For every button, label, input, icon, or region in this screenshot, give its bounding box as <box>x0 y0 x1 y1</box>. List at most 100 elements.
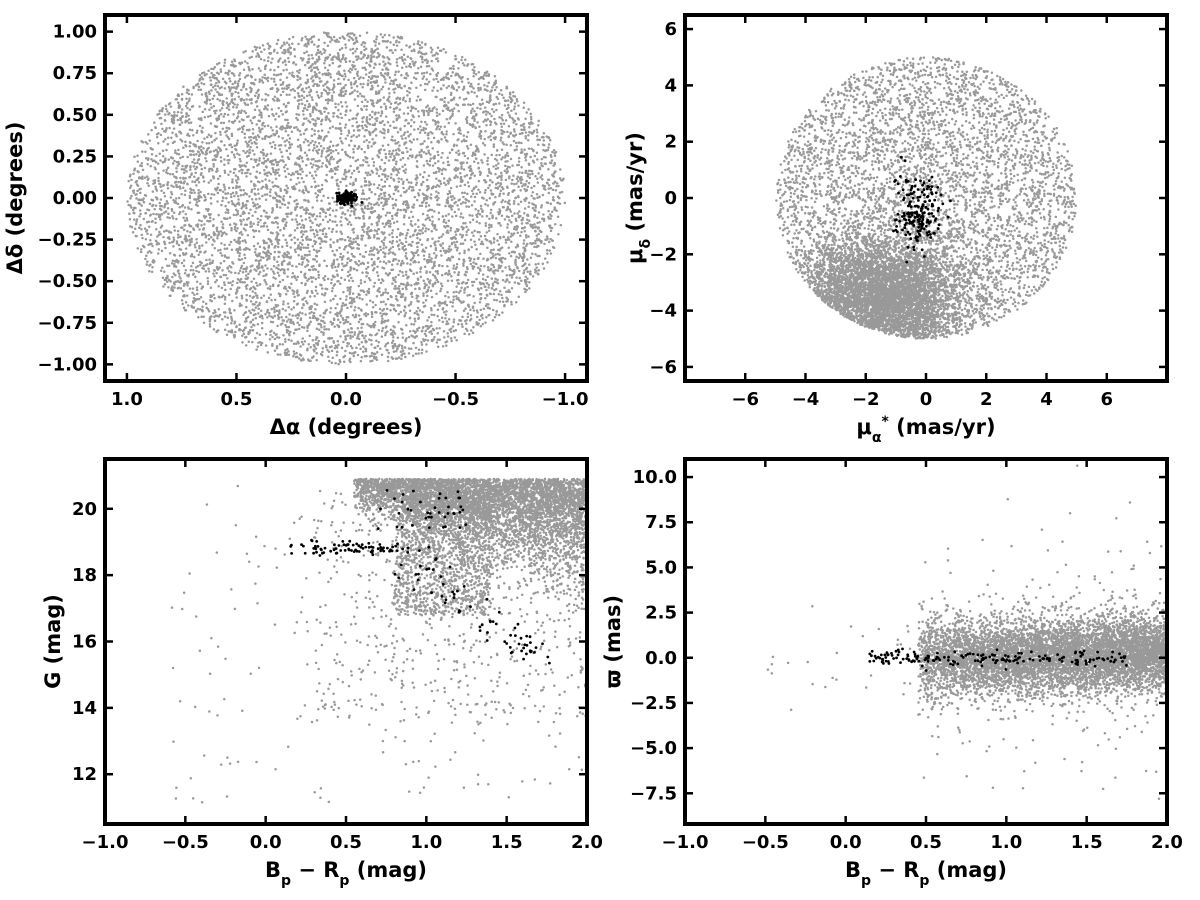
field-star-point <box>501 278 505 282</box>
field-star-point <box>436 57 439 60</box>
field-star-point <box>394 149 398 152</box>
field-star-point <box>397 70 400 73</box>
field-star-point <box>360 330 364 334</box>
field-star-point <box>227 85 231 89</box>
field-star-point <box>317 96 321 99</box>
field-star-point <box>159 204 162 208</box>
field-star-point <box>485 123 488 127</box>
field-star-point <box>366 100 369 103</box>
field-star-point <box>477 86 480 90</box>
field-star-point <box>505 274 509 277</box>
field-star-point <box>507 177 511 180</box>
field-star-point <box>284 292 288 296</box>
field-star-point <box>398 83 401 87</box>
field-star-point <box>323 259 326 263</box>
field-star-point <box>471 218 475 222</box>
field-star-point <box>442 76 446 79</box>
field-star-point <box>162 230 166 233</box>
field-star-point <box>537 262 540 265</box>
field-star-point <box>497 243 501 246</box>
field-star-point <box>320 129 324 132</box>
field-star-point <box>267 244 271 247</box>
field-star-point <box>501 119 505 122</box>
field-star-point <box>416 42 420 46</box>
field-star-point <box>298 311 302 314</box>
field-star-point <box>498 194 501 198</box>
field-star-point <box>386 120 390 124</box>
field-star-point <box>322 276 325 280</box>
field-star-point <box>194 198 198 201</box>
field-star-point <box>432 136 436 140</box>
field-star-point <box>282 300 285 303</box>
field-star-point <box>342 78 346 81</box>
field-star-point <box>441 246 445 250</box>
field-star-point <box>180 168 184 171</box>
field-star-point <box>426 214 429 217</box>
field-star-point <box>390 241 394 245</box>
field-star-point <box>403 124 406 128</box>
field-star-point <box>454 328 458 332</box>
field-star-point <box>337 108 340 112</box>
field-star-point <box>367 164 370 167</box>
field-star-point <box>449 248 453 251</box>
field-star-point <box>177 196 181 200</box>
field-star-point <box>208 108 211 111</box>
field-star-point <box>436 183 439 187</box>
field-star-point <box>494 183 498 186</box>
field-star-point <box>320 330 323 334</box>
field-star-point <box>403 84 406 88</box>
field-star-point <box>315 145 319 148</box>
field-star-point <box>453 197 456 200</box>
field-star-point <box>189 153 192 156</box>
field-star-point <box>513 225 517 229</box>
field-star-point <box>528 125 531 129</box>
field-star-point <box>135 220 138 223</box>
field-star-point <box>402 222 406 226</box>
field-star-point <box>478 135 481 138</box>
field-star-point <box>314 75 318 79</box>
field-star-point <box>408 317 412 320</box>
field-star-point <box>313 302 316 306</box>
field-star-point <box>413 283 416 286</box>
field-star-point <box>478 269 482 272</box>
field-star-point <box>140 228 143 231</box>
field-star-point <box>182 210 185 213</box>
field-star-point <box>242 267 245 271</box>
field-star-point <box>313 242 317 246</box>
field-star-point <box>205 101 208 104</box>
field-star-point <box>526 174 530 178</box>
field-star-point <box>416 312 419 316</box>
field-star-point <box>305 230 308 233</box>
field-star-point <box>431 89 434 92</box>
field-star-point <box>300 94 304 97</box>
field-star-point <box>187 117 191 121</box>
field-star-point <box>184 120 187 124</box>
field-star-point <box>276 245 280 249</box>
field-star-point <box>278 280 282 284</box>
field-star-point <box>344 75 347 78</box>
field-star-point <box>412 203 416 206</box>
field-star-point <box>242 68 246 72</box>
field-star-point <box>516 175 520 178</box>
field-star-point <box>439 49 443 53</box>
field-star-point <box>194 266 198 269</box>
field-star-point <box>242 118 245 122</box>
field-star-point <box>233 144 236 147</box>
field-star-point <box>392 192 396 196</box>
field-star-point <box>441 306 445 310</box>
field-star-point <box>493 117 496 121</box>
field-star-point <box>383 148 386 152</box>
field-star-point <box>344 137 348 140</box>
field-star-point <box>226 217 229 220</box>
field-star-point <box>307 54 310 57</box>
field-star-point <box>183 282 186 286</box>
field-star-point <box>234 330 237 334</box>
field-star-point <box>144 212 147 215</box>
field-star-point <box>430 51 433 54</box>
field-star-point <box>243 239 247 242</box>
field-star-point <box>438 185 441 188</box>
field-star-point <box>375 172 379 175</box>
field-star-point <box>211 97 215 100</box>
field-star-point <box>494 164 498 167</box>
field-star-point <box>469 313 473 317</box>
